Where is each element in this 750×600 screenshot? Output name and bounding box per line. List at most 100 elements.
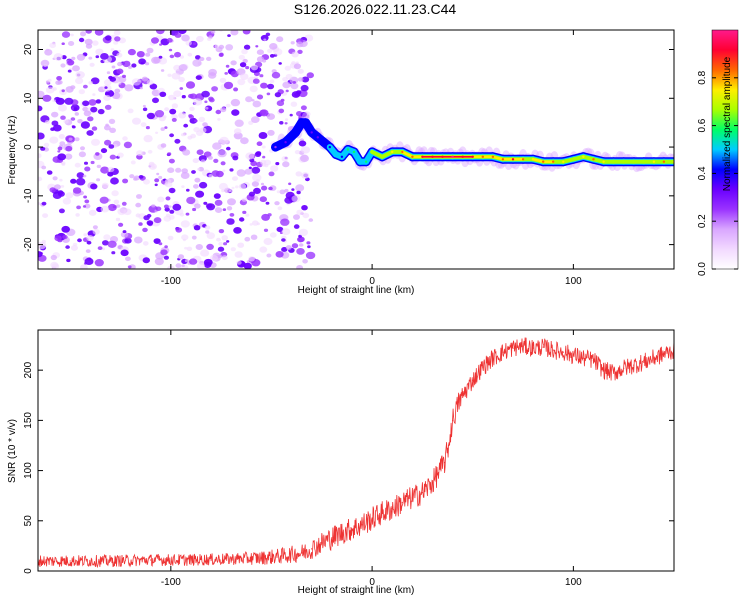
noise-blob <box>84 161 88 165</box>
noise-blob <box>62 197 72 205</box>
noise-blob <box>293 63 301 70</box>
noise-blob <box>237 78 246 86</box>
noise-blob <box>253 187 261 194</box>
noise-blob <box>217 246 225 252</box>
noise-blob <box>221 235 228 241</box>
colorbar-label: Normalized spectral amplitude <box>722 56 733 191</box>
noise-blob <box>240 137 249 145</box>
noise-blob <box>68 41 75 46</box>
y-tick-label: -10 <box>23 188 34 203</box>
noise-blob <box>284 188 289 193</box>
noise-blob <box>194 177 201 183</box>
noise-blob <box>275 251 284 258</box>
noise-blob <box>259 196 267 203</box>
noise-blob <box>277 206 283 211</box>
ridge-point <box>632 160 635 163</box>
snr-point <box>452 419 454 421</box>
noise-blob <box>199 181 208 189</box>
noise-blob <box>298 140 307 147</box>
noise-blob <box>113 199 120 205</box>
noise-blob <box>40 59 50 67</box>
noise-blob <box>300 154 309 162</box>
noise-blob <box>117 81 122 85</box>
noise-blob <box>92 225 98 230</box>
noise-blob <box>201 90 210 98</box>
noise-blob <box>293 224 300 229</box>
noise-blob <box>91 138 100 146</box>
noise-blob <box>70 178 77 184</box>
noise-blob <box>296 41 304 48</box>
noise-blob <box>74 137 80 142</box>
noise-blob <box>42 94 52 102</box>
snr-point <box>260 557 262 559</box>
noise-blob <box>149 83 158 90</box>
noise-blob <box>107 171 114 177</box>
noise-blob <box>284 65 291 71</box>
noise-blob <box>222 208 227 212</box>
noise-blob <box>52 124 62 132</box>
colorbar-tick-label: 0.4 <box>697 166 708 180</box>
noise-blob <box>71 125 76 129</box>
noise-blob <box>92 93 96 96</box>
snr-point <box>603 369 605 371</box>
noise-blob <box>40 146 46 151</box>
noise-blob <box>293 214 300 220</box>
noise-blob <box>86 130 94 136</box>
noise-blob <box>58 134 65 139</box>
noise-blob <box>146 220 154 226</box>
noise-blob <box>233 132 243 140</box>
noise-blob <box>168 48 173 52</box>
noise-blob <box>154 178 160 183</box>
noise-blob <box>153 217 162 224</box>
noise-blob <box>232 176 238 182</box>
noise-blob <box>136 51 145 58</box>
ridge-point <box>491 155 495 158</box>
snr-point <box>421 492 423 494</box>
ridge-point <box>310 131 313 134</box>
noise-blob <box>226 206 233 211</box>
colorbar-gradient <box>711 29 739 270</box>
noise-blob <box>160 127 165 131</box>
noise-blob <box>95 48 104 55</box>
ridge-point <box>316 136 319 139</box>
noise-blob <box>214 199 223 206</box>
noise-blob <box>127 108 134 114</box>
noise-blob <box>135 202 142 208</box>
noise-blob <box>291 188 295 191</box>
noise-blob <box>171 114 178 120</box>
noise-blob <box>291 51 299 58</box>
noise-blob <box>38 241 47 250</box>
noise-blob <box>115 204 121 208</box>
noise-blob <box>38 251 43 258</box>
noise-blob <box>179 212 185 217</box>
ridge-point <box>334 153 338 156</box>
noise-blob <box>101 182 109 189</box>
snr-point <box>653 357 655 359</box>
noise-blob <box>122 230 127 234</box>
noise-blob <box>241 197 247 202</box>
noise-blob <box>74 162 81 168</box>
noise-blob <box>275 162 280 166</box>
noise-blob <box>114 36 121 42</box>
noise-blob <box>76 205 81 210</box>
noise-blob <box>302 259 308 264</box>
snr-point <box>492 357 494 359</box>
noise-blob <box>248 191 255 197</box>
noise-blob <box>263 159 272 166</box>
noise-blob <box>291 195 301 203</box>
noise-blob <box>78 89 86 95</box>
noise-blob <box>138 222 143 226</box>
snr-point <box>613 372 615 374</box>
noise-blob <box>65 245 70 249</box>
y-tick-label: 200 <box>23 361 34 378</box>
noise-blob <box>142 227 148 233</box>
noise-blob <box>153 238 161 245</box>
noise-blob <box>278 108 285 114</box>
noise-blob <box>116 52 123 58</box>
noise-blob <box>174 51 181 58</box>
ridge-point <box>552 160 555 163</box>
noise-blob <box>245 66 250 70</box>
noise-blob <box>160 69 165 72</box>
snr-point <box>562 351 564 353</box>
ridge-point <box>582 155 585 158</box>
